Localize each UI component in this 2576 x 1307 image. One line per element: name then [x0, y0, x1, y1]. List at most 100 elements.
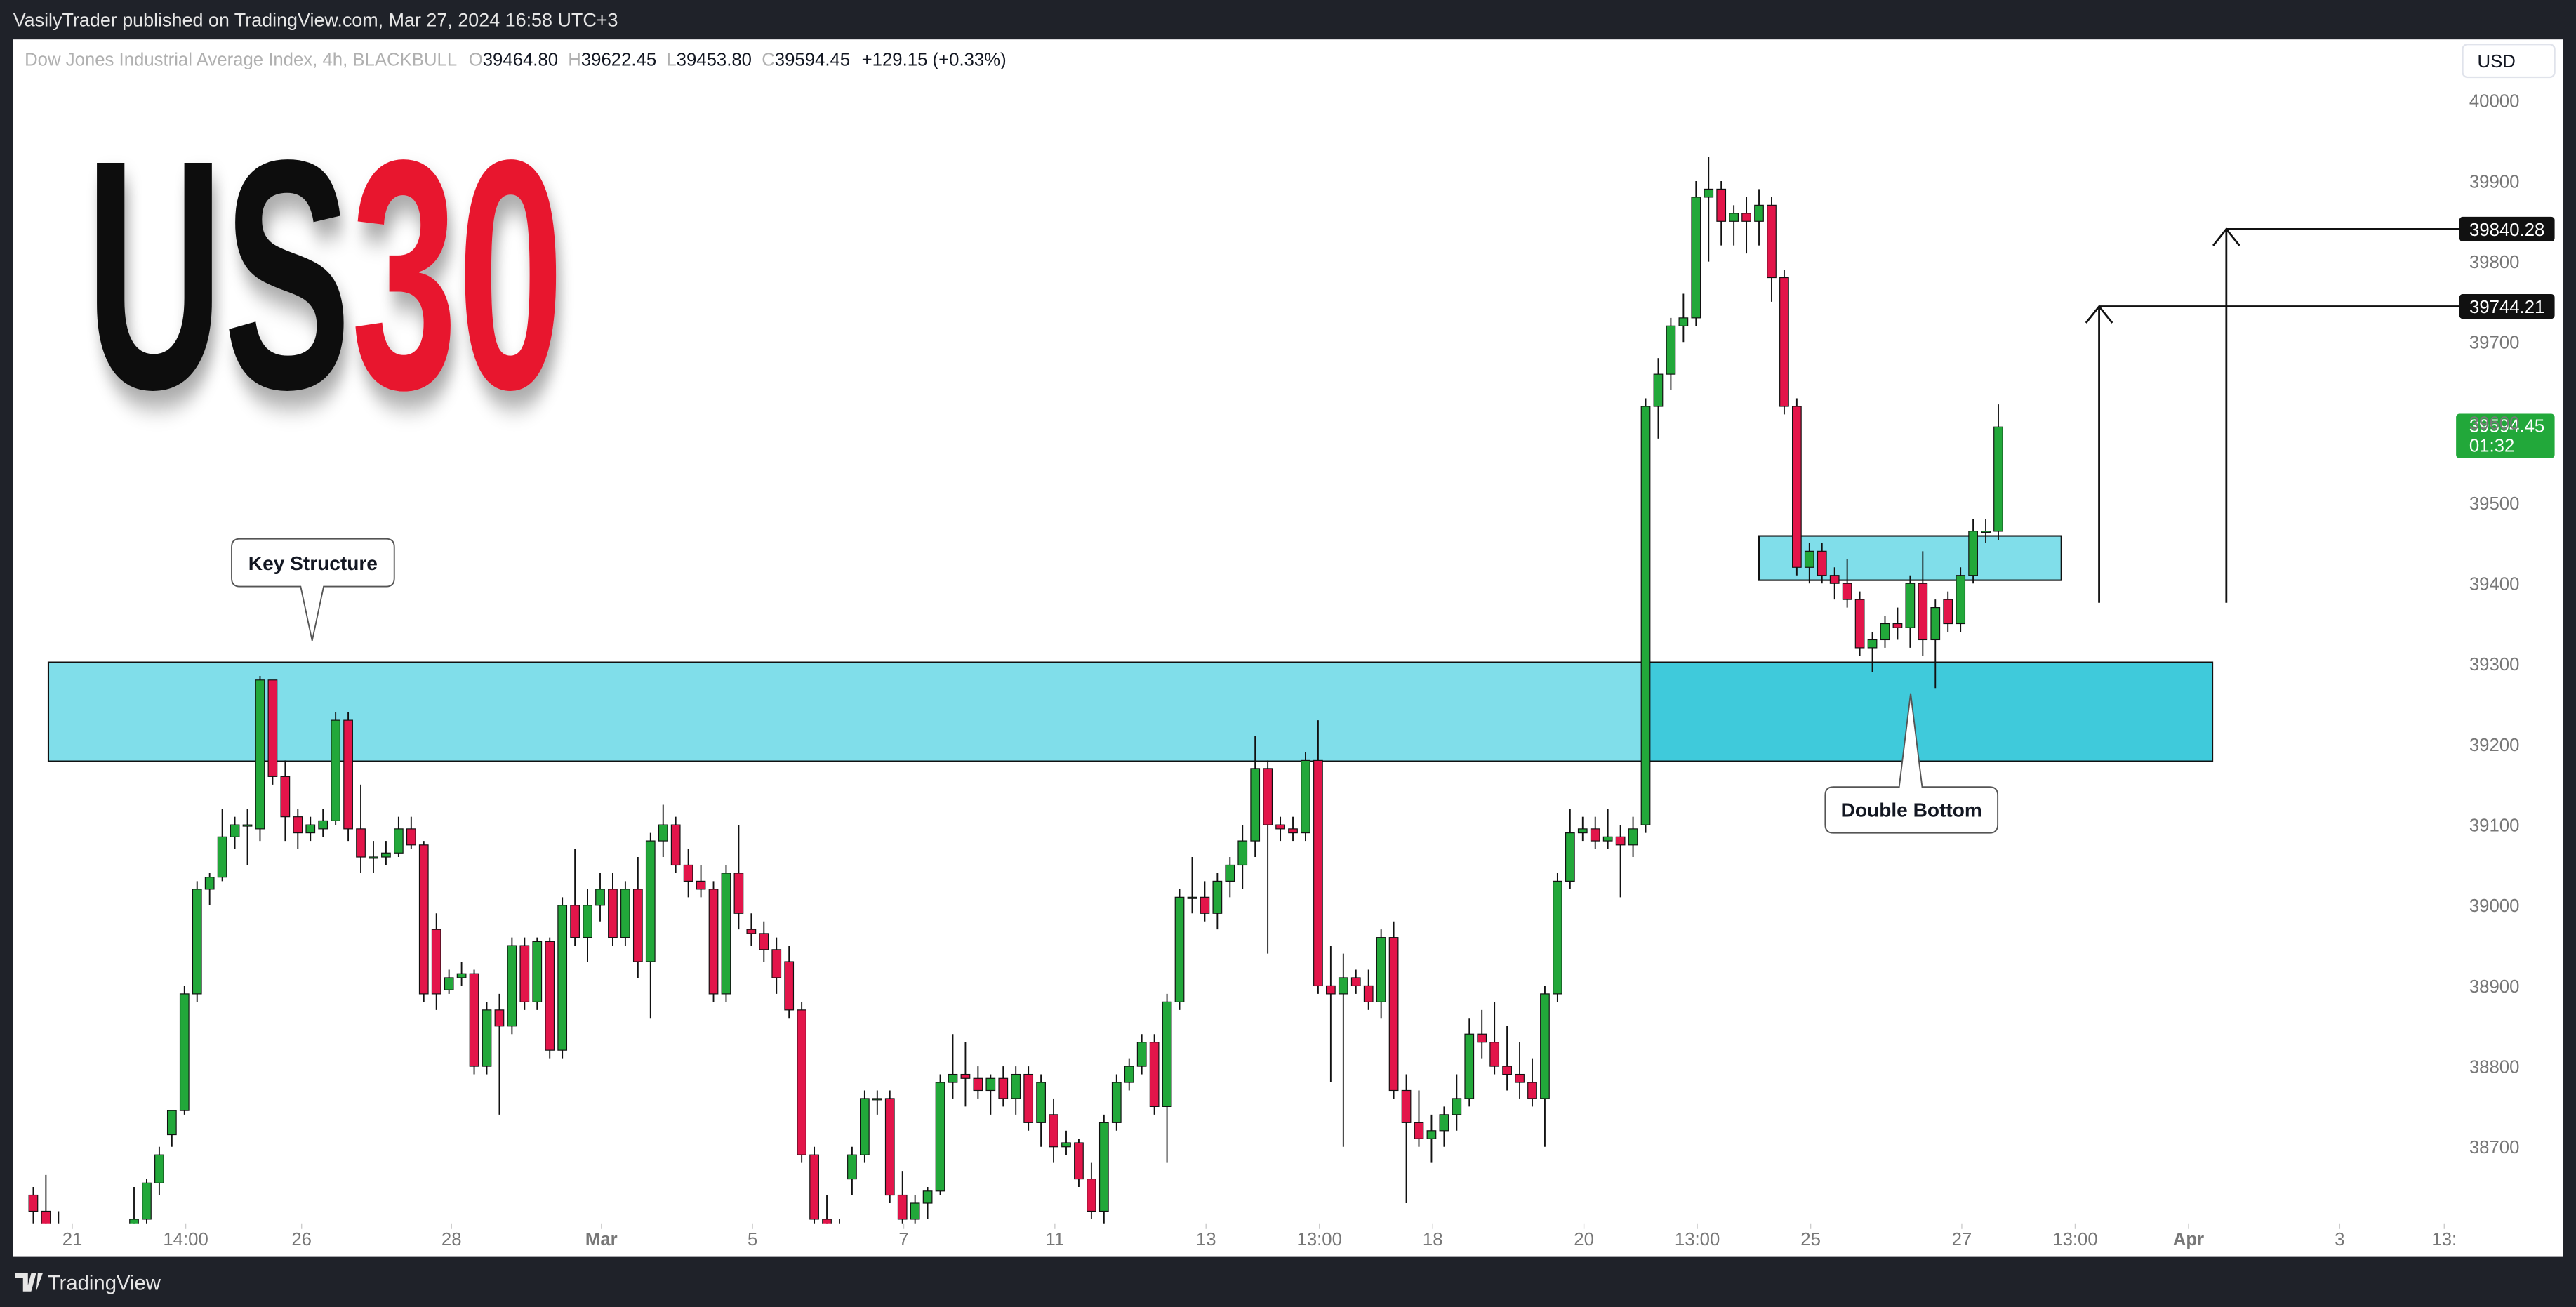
candles [28, 157, 2003, 1224]
candle-body [872, 1098, 882, 1101]
candle-body [1704, 188, 1714, 198]
candle-body [784, 961, 795, 1011]
candle-body [1023, 1073, 1034, 1123]
candle-body [456, 973, 467, 978]
brand: TradingView [48, 1272, 161, 1294]
y-tick-label: 39600 [2469, 413, 2520, 433]
candle-body [884, 1098, 895, 1196]
x-tick-label: 21 [62, 1230, 83, 1249]
x-tick-label: 13:00 [2052, 1230, 2097, 1249]
legend: Dow Jones Industrial Average Index, 4h, … [25, 51, 1007, 70]
candle-body [1338, 977, 1348, 995]
candle-body [1968, 531, 1978, 576]
candle-body [242, 824, 253, 827]
candle-body [620, 889, 630, 938]
high-value: 39622.45 [581, 51, 656, 70]
x-tick-label: 13 [1196, 1230, 1216, 1249]
candle-body [985, 1077, 996, 1092]
candle-body [1098, 1122, 1109, 1212]
candle-body [733, 873, 744, 914]
candle-body [1263, 768, 1273, 825]
y-tick-label: 39400 [2469, 575, 2520, 595]
y-tick-label: 39100 [2469, 816, 2520, 836]
candle-body [847, 1154, 857, 1180]
candle-body [1439, 1114, 1449, 1132]
y-tick-label: 39900 [2469, 172, 2520, 192]
candle-body [1200, 896, 1210, 914]
candle-body [255, 679, 265, 830]
y-tick-label: 39500 [2469, 494, 2520, 514]
publisher-line: VasilyTrader published on TradingView.co… [13, 9, 618, 30]
candle-body [1691, 197, 1701, 319]
candle-body [1174, 896, 1185, 1002]
candle-body [1489, 1042, 1500, 1067]
candle-body [1981, 531, 1991, 533]
currency-button[interactable] [2462, 44, 2556, 79]
candle-body [570, 905, 580, 938]
candle-body [1376, 937, 1386, 1002]
x-tick-label: 3 [2335, 1230, 2344, 1249]
x-tick-label: 25 [1800, 1230, 1821, 1249]
price-tag [2459, 294, 2555, 319]
zone [47, 661, 1647, 762]
candle-body [696, 880, 706, 890]
candle-body [1892, 623, 1903, 628]
y-tick-label: 39300 [2469, 655, 2520, 675]
candle-body [708, 889, 719, 995]
change: +129.15 (+0.33%) [862, 51, 1007, 70]
candle-body [935, 1082, 945, 1192]
candle-body [28, 1194, 39, 1212]
high-label: H [568, 51, 581, 70]
candle-body [369, 856, 378, 859]
candle-body [1565, 832, 1575, 882]
candle-body [1464, 1033, 1475, 1099]
candle-body [343, 719, 353, 830]
candle-body [1590, 828, 1600, 842]
candle-body [166, 1110, 177, 1136]
candle-body [1237, 840, 1248, 866]
x-tick-label: Mar [585, 1230, 618, 1249]
candle-body [1993, 426, 2003, 532]
candle-body [1136, 1042, 1147, 1067]
candle-body [1401, 1089, 1412, 1123]
close-value: 39594.45 [775, 51, 850, 70]
candle-body [394, 828, 404, 854]
candle-body [670, 824, 681, 866]
price-tag-label: 39840.28 [2469, 220, 2544, 240]
y-tick-label: 38700 [2469, 1138, 2520, 1157]
candle-body [771, 949, 782, 978]
x-tick-label: 13: [2431, 1230, 2457, 1249]
candle-body [1905, 583, 1916, 628]
symbol: Dow Jones Industrial Average Index, 4h, … [25, 51, 457, 70]
x-tick-label: 28 [441, 1230, 462, 1249]
candle-body [1212, 880, 1223, 914]
candle-body [1678, 317, 1689, 326]
candle-body [1767, 204, 1777, 279]
candle-body [1363, 985, 1374, 1002]
x-tick-label: 26 [291, 1230, 312, 1249]
candle-body [1602, 836, 1613, 842]
candle-body [1225, 864, 1235, 882]
candle-body [356, 828, 366, 858]
candle-body [1829, 575, 1840, 584]
candle-body [1350, 977, 1361, 987]
candle-body [1388, 937, 1399, 1092]
currency[interactable]: USD [2478, 52, 2516, 72]
candle-body [948, 1073, 958, 1083]
price-tag-label: 39744.21 [2469, 298, 2544, 317]
candle-body [1577, 828, 1588, 834]
y-tick-label: 39200 [2469, 736, 2520, 755]
candle-body [1527, 1082, 1537, 1099]
candle-body [1414, 1122, 1424, 1139]
candle-body [1779, 277, 1789, 407]
logo-us: US [86, 92, 352, 457]
x-tick-label: 7 [898, 1230, 908, 1249]
candle-body [230, 824, 240, 837]
candle-body [318, 820, 328, 830]
last-price-label: 39594.45 [2469, 416, 2544, 436]
candle-body [1956, 575, 1966, 625]
candle-body [1301, 759, 1310, 834]
candle-body [431, 929, 441, 995]
